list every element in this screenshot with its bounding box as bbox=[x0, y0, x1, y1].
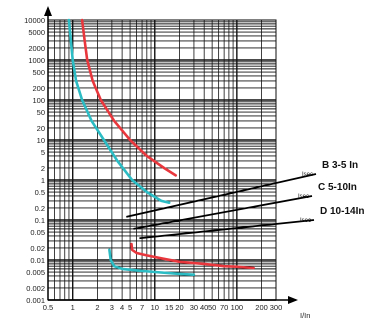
annotation-label-2: D 10-14In bbox=[320, 206, 364, 217]
y-tick-label: 0.02 bbox=[30, 244, 45, 253]
x-axis-label: I/In bbox=[300, 311, 310, 320]
x-tick-label: 10 bbox=[151, 303, 159, 312]
y-tick-label: 5 bbox=[41, 148, 45, 157]
y-tick-label: 100 bbox=[32, 96, 45, 105]
annotation-leader-2 bbox=[139, 219, 315, 240]
y-tick-label: 50 bbox=[37, 108, 45, 117]
y-axis-arrow bbox=[44, 6, 52, 16]
series-curve-0 bbox=[80, 18, 177, 177]
series-curve-3 bbox=[108, 248, 196, 276]
annotation-label-1: C 5-10In bbox=[318, 182, 357, 193]
x-tick-label: 15 bbox=[165, 303, 173, 312]
x-tick-label: 1 bbox=[71, 303, 75, 312]
y-tick-label: 0.5 bbox=[35, 188, 45, 197]
x-tick-label: 70 bbox=[220, 303, 228, 312]
tick-labels: 0.001 0.002 0.005 0.01 0.02 0.05 0.1 0.2 0.5 1 2 5 1… bbox=[24, 16, 282, 312]
y-tick-label: 200 bbox=[32, 84, 45, 93]
annotation-label-0: B 3-5 In bbox=[322, 160, 358, 171]
y-tick-label: 0.001 bbox=[26, 296, 45, 305]
x-axis-arrow bbox=[288, 296, 298, 304]
x-tick-label: 7 bbox=[140, 303, 144, 312]
annotation-leader-0 bbox=[126, 173, 317, 218]
y-tick-label: 1000 bbox=[28, 56, 45, 65]
y-tick-label: 0.05 bbox=[30, 228, 45, 237]
x-tick-label: 4 bbox=[120, 303, 124, 312]
y-tick-label: 20 bbox=[37, 124, 45, 133]
y-tick-label: 0.005 bbox=[26, 268, 45, 277]
x-tick-label: 40 bbox=[200, 303, 208, 312]
x-tick-label: 100 bbox=[231, 303, 244, 312]
x-tick-label: 3 bbox=[110, 303, 114, 312]
plot-frame bbox=[47, 19, 277, 301]
x-tick-label: 30 bbox=[190, 303, 198, 312]
y-tick-label: 500 bbox=[32, 68, 45, 77]
y-tick-label: 0.1 bbox=[35, 216, 45, 225]
x-tick-label: 2 bbox=[95, 303, 99, 312]
axes bbox=[44, 6, 298, 304]
x-tick-label: 20 bbox=[175, 303, 183, 312]
plot-area bbox=[47, 19, 277, 301]
y-tick-label: 0.2 bbox=[35, 204, 45, 213]
annotation-sub-0: Isec bbox=[302, 172, 313, 178]
annotation-sub-1: Isec bbox=[298, 194, 309, 200]
x-tick-label: 200 bbox=[255, 303, 268, 312]
annotation-leader-1 bbox=[133, 195, 313, 230]
y-tick-label: 1 bbox=[41, 176, 45, 185]
x-tick-label: 50 bbox=[208, 303, 216, 312]
y-tick-label: 2000 bbox=[28, 44, 45, 53]
series-layer bbox=[67, 18, 255, 276]
x-tick-label: 5 bbox=[128, 303, 132, 312]
y-tick-label: 2 bbox=[41, 164, 45, 173]
y-tick-label: 10 bbox=[37, 136, 45, 145]
annotation-layer: B 3-5 In Isec C 5-10In Isec D 10-14In Isec bbox=[126, 160, 364, 240]
series-curve-1 bbox=[130, 242, 255, 270]
x-tick-label: 300 bbox=[270, 303, 283, 312]
y-tick-label: 5000 bbox=[28, 28, 45, 37]
y-tick-label: 10000 bbox=[24, 16, 45, 25]
x-tick-label: 0.5 bbox=[43, 303, 53, 312]
series-curve-2 bbox=[67, 18, 171, 204]
annotation-sub-2: Isec bbox=[300, 218, 311, 224]
y-tick-label: 0.01 bbox=[30, 256, 45, 265]
y-tick-label: 0.002 bbox=[26, 284, 45, 293]
